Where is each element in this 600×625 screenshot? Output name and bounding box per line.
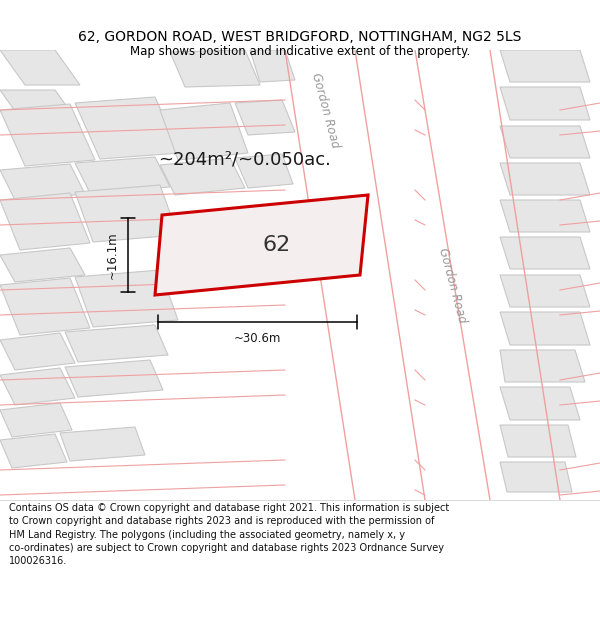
Polygon shape bbox=[235, 100, 295, 135]
Polygon shape bbox=[0, 403, 72, 437]
Polygon shape bbox=[500, 462, 572, 492]
Polygon shape bbox=[0, 428, 600, 462]
Polygon shape bbox=[500, 200, 590, 232]
Polygon shape bbox=[500, 50, 590, 82]
Polygon shape bbox=[500, 387, 580, 420]
Polygon shape bbox=[0, 50, 80, 85]
Polygon shape bbox=[0, 193, 90, 250]
Polygon shape bbox=[500, 350, 585, 382]
Polygon shape bbox=[75, 97, 180, 159]
Polygon shape bbox=[0, 434, 67, 468]
Polygon shape bbox=[500, 163, 590, 195]
Text: Gordon Road: Gordon Road bbox=[436, 246, 468, 324]
Text: ~30.6m: ~30.6m bbox=[234, 331, 281, 344]
Polygon shape bbox=[65, 325, 168, 362]
Text: 62, GORDON ROAD, WEST BRIDGFORD, NOTTINGHAM, NG2 5LS: 62, GORDON ROAD, WEST BRIDGFORD, NOTTING… bbox=[79, 30, 521, 44]
Text: Contains OS data © Crown copyright and database right 2021. This information is : Contains OS data © Crown copyright and d… bbox=[9, 503, 449, 566]
Polygon shape bbox=[160, 158, 245, 195]
Polygon shape bbox=[0, 247, 600, 285]
Text: ~16.1m: ~16.1m bbox=[106, 231, 119, 279]
Polygon shape bbox=[75, 270, 178, 327]
Polygon shape bbox=[65, 360, 163, 397]
Polygon shape bbox=[0, 339, 600, 375]
Polygon shape bbox=[170, 50, 260, 87]
Polygon shape bbox=[0, 65, 600, 105]
Text: Gordon Road: Gordon Road bbox=[309, 71, 341, 149]
Polygon shape bbox=[0, 333, 75, 370]
Polygon shape bbox=[75, 157, 170, 193]
Polygon shape bbox=[500, 126, 590, 158]
Text: ~204m²/~0.050ac.: ~204m²/~0.050ac. bbox=[158, 151, 331, 169]
Polygon shape bbox=[415, 50, 560, 500]
Polygon shape bbox=[500, 312, 590, 345]
Polygon shape bbox=[0, 368, 75, 405]
Polygon shape bbox=[250, 50, 295, 82]
Polygon shape bbox=[500, 87, 590, 120]
Text: Map shows position and indicative extent of the property.: Map shows position and indicative extent… bbox=[130, 45, 470, 58]
Polygon shape bbox=[0, 104, 95, 166]
Polygon shape bbox=[500, 275, 590, 307]
Text: 62: 62 bbox=[262, 235, 290, 255]
Polygon shape bbox=[75, 185, 178, 242]
Polygon shape bbox=[500, 425, 576, 457]
Polygon shape bbox=[500, 237, 590, 269]
Polygon shape bbox=[0, 278, 90, 335]
Polygon shape bbox=[160, 103, 248, 160]
Polygon shape bbox=[235, 154, 293, 188]
Polygon shape bbox=[0, 164, 85, 200]
Polygon shape bbox=[0, 157, 600, 195]
Polygon shape bbox=[155, 195, 368, 295]
Polygon shape bbox=[60, 427, 145, 461]
Polygon shape bbox=[285, 50, 425, 500]
Polygon shape bbox=[0, 248, 85, 282]
Polygon shape bbox=[0, 90, 80, 125]
